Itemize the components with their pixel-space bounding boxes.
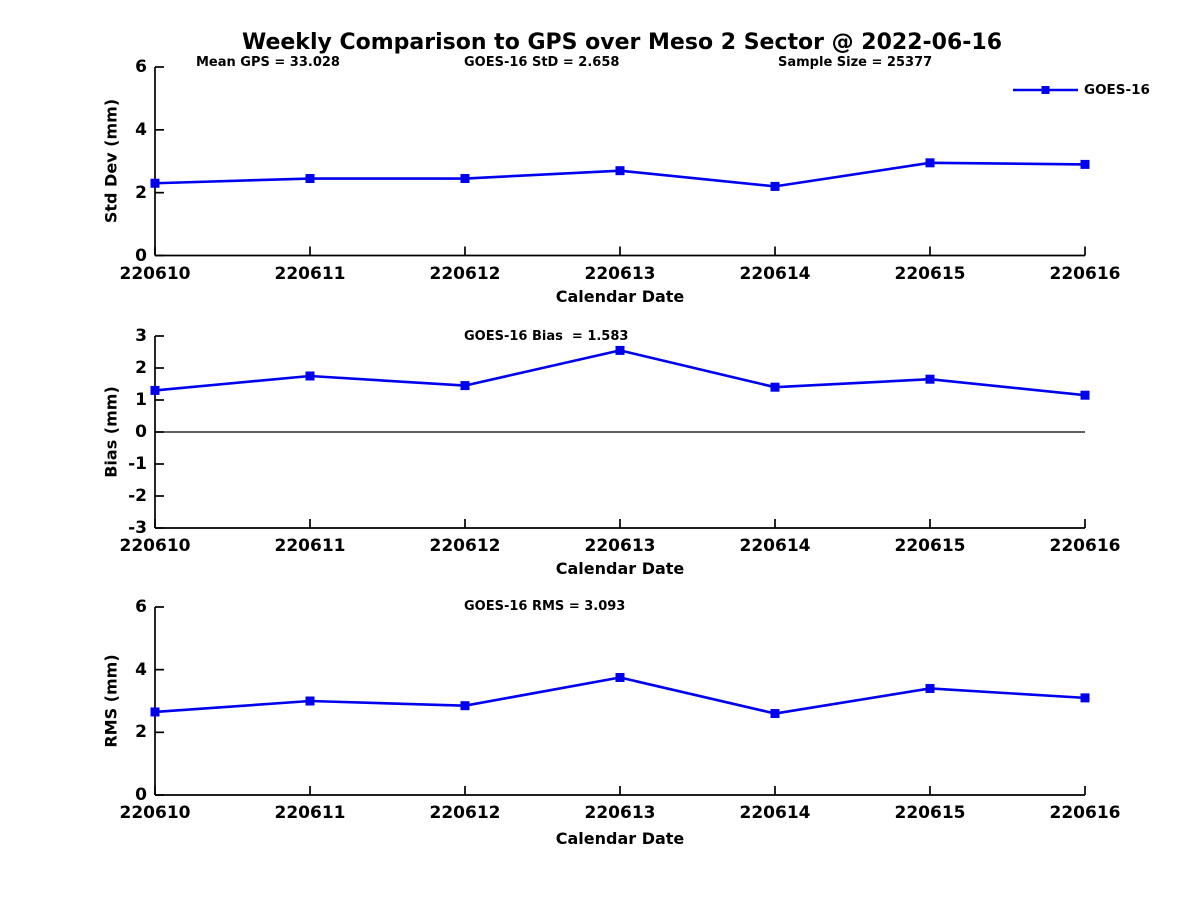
y-tick-label: 2 (135, 358, 147, 378)
goes16-data-marker (1080, 159, 1090, 169)
y-tick-label: 2 (135, 722, 147, 743)
goes16-data-marker (770, 709, 780, 719)
x-tick-label: 220613 (584, 536, 656, 556)
goes16-data-marker (305, 174, 315, 184)
x-tick-label: 220614 (739, 536, 811, 556)
goes16-data-marker (460, 381, 470, 391)
x-tick-label: 220613 (584, 803, 656, 823)
goes16-data-line (154, 349, 1086, 397)
x-tick-label: 220613 (584, 264, 656, 284)
figure-title: Weekly Comparison to GPS over Meso 2 Sec… (241, 30, 1003, 55)
x-tick-label: 220610 (119, 803, 191, 823)
goes16-data-marker (1080, 390, 1090, 400)
goes16-data-marker (925, 683, 935, 693)
goes16-data-marker (460, 174, 470, 184)
annotation-goes16-std: GOES-16 StD = 2.658 (464, 55, 620, 70)
legend-line-sample (1013, 86, 1078, 94)
x-tick-label: 220615 (894, 803, 966, 823)
goes16-data-marker (1080, 693, 1090, 703)
rms-x-axis-label: Calendar Date (555, 829, 685, 848)
goes16-data-marker (925, 374, 935, 384)
annotation-sample-size: Sample Size = 25377 (778, 55, 933, 70)
goes16-data-marker (150, 385, 160, 395)
legend-label-goes16: GOES-16 (1084, 82, 1150, 98)
x-tick-label: 220611 (274, 536, 346, 556)
goes16-data-marker (615, 166, 625, 176)
x-tick-label: 220615 (894, 536, 966, 556)
bias-subplot-title: GOES-16 Bias = 1.583 (464, 329, 629, 344)
x-tick-label: 220614 (739, 264, 811, 284)
y-tick-label: 2 (135, 182, 147, 203)
goes16-data-marker (615, 673, 625, 682)
goes16-data-marker (925, 158, 935, 168)
goes16-data-marker (460, 701, 470, 711)
x-tick-label: 220616 (1049, 264, 1121, 284)
y-tick-label: -1 (128, 454, 147, 474)
rms-subplot-title: GOES-16 RMS = 3.093 (464, 599, 626, 614)
x-tick-label: 220610 (119, 536, 191, 556)
y-tick-label: 0 (135, 785, 147, 805)
goes16-data-marker (305, 371, 315, 381)
annotation-mean-gps: Mean GPS = 33.028 (196, 55, 340, 70)
y-tick-label: -2 (128, 486, 147, 506)
y-tick-label: 1 (135, 390, 147, 410)
goes16-data-marker (615, 345, 625, 355)
x-tick-label: 220616 (1049, 803, 1121, 823)
x-tick-label: 220616 (1049, 536, 1121, 556)
goes16-data-marker (770, 382, 780, 392)
bias-x-axis-label: Calendar Date (555, 559, 685, 578)
x-tick-label: 220610 (119, 264, 191, 284)
goes16-data-marker (770, 181, 780, 191)
y-tick-label: 3 (135, 326, 147, 346)
goes16-data-marker (150, 178, 160, 188)
stddev-x-axis-label: Calendar Date (555, 287, 685, 306)
y-tick-label: -3 (128, 518, 147, 538)
goes16-data-marker (305, 696, 315, 706)
y-tick-label: 6 (135, 597, 147, 617)
x-tick-label: 220612 (429, 536, 501, 556)
x-tick-label: 220611 (274, 803, 346, 823)
x-tick-label: 220612 (429, 264, 501, 284)
goes16-data-marker (150, 707, 160, 717)
goes16-data-line (154, 676, 1086, 715)
y-tick-label: 0 (135, 245, 147, 266)
x-tick-label: 220615 (894, 264, 966, 284)
y-tick-label: 4 (135, 119, 147, 140)
y-tick-label: 0 (135, 422, 147, 442)
y-tick-label: 6 (135, 57, 147, 77)
y-tick-label: 4 (135, 659, 147, 680)
x-tick-label: 220611 (274, 264, 346, 284)
x-tick-label: 220614 (739, 803, 811, 823)
x-tick-label: 220612 (429, 803, 501, 823)
